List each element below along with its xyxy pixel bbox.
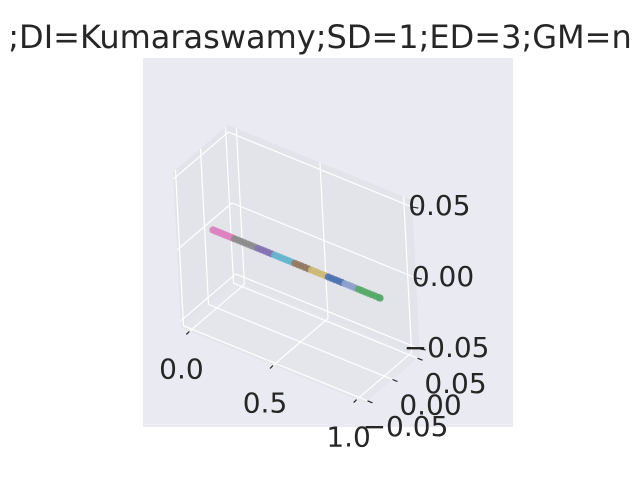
- grid-line-y-floor: [208, 303, 393, 381]
- grid-line-z-back: [235, 273, 420, 350]
- y-tick-mark: [417, 357, 423, 361]
- x-tick-label: 1.0: [326, 421, 371, 454]
- y-tick-label: −0.05: [363, 410, 449, 443]
- z-tick-label: 0.05: [408, 189, 470, 222]
- grid-line-z-left: [176, 202, 233, 251]
- z-tick-label: 0.00: [412, 260, 474, 293]
- tick-marks: [185, 206, 426, 404]
- grid-line-z-back: [228, 131, 413, 208]
- x-tick-mark: [269, 365, 274, 369]
- y-tick-mark: [367, 400, 373, 404]
- grid-line-z-left: [180, 273, 237, 322]
- x-tick-label: 0.0: [159, 352, 204, 385]
- data-point: [376, 294, 384, 302]
- grid-line-y-floor: [183, 325, 368, 402]
- grid-line-z-back: [231, 202, 417, 279]
- x-tick-label: 0.5: [243, 387, 288, 420]
- z-tick-mark: [419, 348, 426, 351]
- z-tick-label: −0.05: [404, 331, 490, 364]
- data-points: [209, 226, 384, 302]
- x-tick-mark: [185, 330, 190, 335]
- z-tick-mark: [412, 206, 419, 209]
- y-tick-label: 0.00: [399, 389, 461, 422]
- y-tick-mark: [392, 378, 398, 383]
- tick-labels: 0.00.51.0−0.050.000.05−0.050.000.05: [159, 189, 489, 454]
- grid-line-y-floor: [233, 282, 418, 359]
- y-tick-label: 0.05: [424, 367, 486, 400]
- x-tick-mark: [353, 399, 358, 404]
- grid-lines: [172, 127, 420, 402]
- chart-title: ;DI=Kumaraswamy;SD=1;ED=3;GM=n: [8, 18, 631, 56]
- z-tick-mark: [415, 277, 423, 280]
- grid-line-z-left: [172, 131, 229, 180]
